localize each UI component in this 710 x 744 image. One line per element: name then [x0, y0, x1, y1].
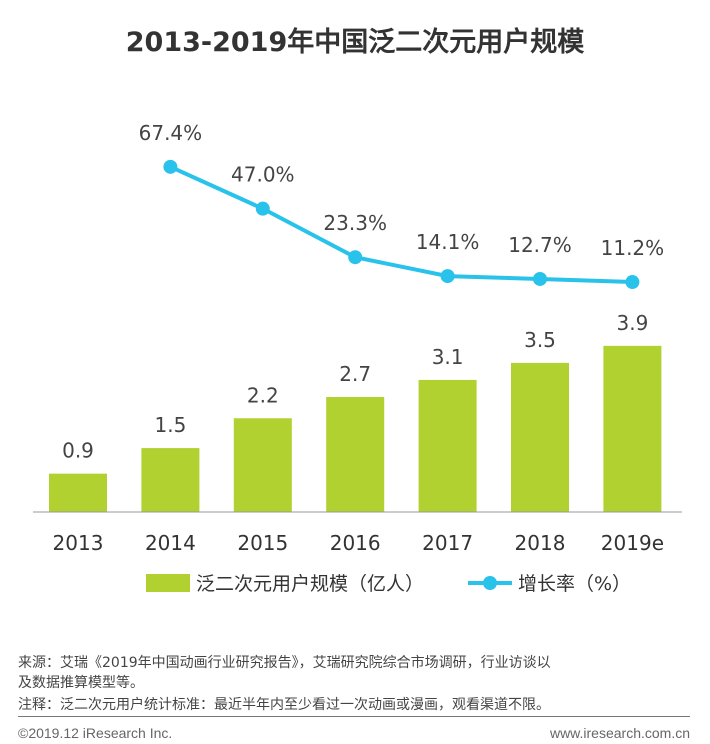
growth-label-2015: 47.0% — [231, 163, 295, 187]
bar-2013 — [49, 473, 107, 512]
bar-2015 — [233, 418, 292, 512]
bar-2018 — [511, 362, 569, 512]
legend-line-label: 增长率（%） — [518, 573, 631, 595]
bar-label-2016: 2.7 — [339, 362, 371, 386]
website-url: www.iresearch.com.cn — [549, 725, 690, 741]
x-tick-2013: 2013 — [53, 531, 104, 555]
copyright: ©2019.12 iResearch Inc. — [18, 725, 173, 741]
bar-label-2018: 3.5 — [524, 328, 556, 352]
growth-point-2018 — [533, 271, 547, 286]
x-tick-2019e: 2019e — [601, 531, 664, 555]
source-note-line1: 来源：艾瑞《2019年中国动画行业研究报告》，艾瑞研究院综合市场调研，行业访谈以 — [18, 655, 551, 671]
divider — [18, 716, 690, 717]
bar-2019e — [603, 345, 662, 512]
growth-point-2014 — [163, 159, 178, 174]
growth-point-2017 — [440, 269, 455, 284]
growth-line — [169, 165, 633, 285]
bar-label-2019e: 3.9 — [616, 311, 648, 335]
growth-label-2018: 12.7% — [508, 233, 572, 257]
legend-bar-label: 泛二次元用户规模（亿人） — [196, 573, 424, 595]
growth-point-2016 — [348, 250, 363, 265]
legend-bar-swatch — [146, 574, 190, 592]
bar-2014 — [141, 448, 200, 512]
growth-point-2015 — [255, 201, 270, 216]
bar-label-2017: 3.1 — [432, 345, 464, 369]
x-tick-2018: 2018 — [515, 531, 566, 555]
bar-2017 — [418, 379, 477, 512]
growth-label-2019e: 11.2% — [601, 236, 665, 260]
x-tick-2016: 2016 — [330, 531, 381, 555]
x-tick-2017: 2017 — [422, 531, 473, 555]
growth-label-2017: 14.1% — [416, 230, 480, 254]
growth-point-2019e — [625, 275, 640, 290]
chart-canvas: 0.9 2013 1.5 2014 2.2 2015 2.7 2016 3.1 2017 3.5 20… — [33, 121, 682, 595]
bar-label-2014: 1.5 — [154, 413, 186, 437]
growth-label-2016: 23.3% — [323, 211, 387, 235]
growth-label-2014: 67.4% — [139, 121, 203, 145]
bar-2016 — [326, 396, 385, 512]
chart-title: 2013-2019年中国泛二次元用户规模 — [125, 27, 585, 58]
source-note-line2: 及数据推算模型等。 — [18, 675, 144, 691]
x-tick-2014: 2014 — [145, 531, 196, 555]
legend-line-marker — [483, 576, 497, 590]
x-tick-2015: 2015 — [237, 531, 288, 555]
bar-label-2015: 2.2 — [247, 383, 279, 407]
definition-note: 注释：泛二次元用户统计标准：最近半年内至少看过一次动画或漫画，观看渠道不限。 — [18, 697, 550, 713]
bar-label-2013: 0.9 — [62, 439, 94, 463]
